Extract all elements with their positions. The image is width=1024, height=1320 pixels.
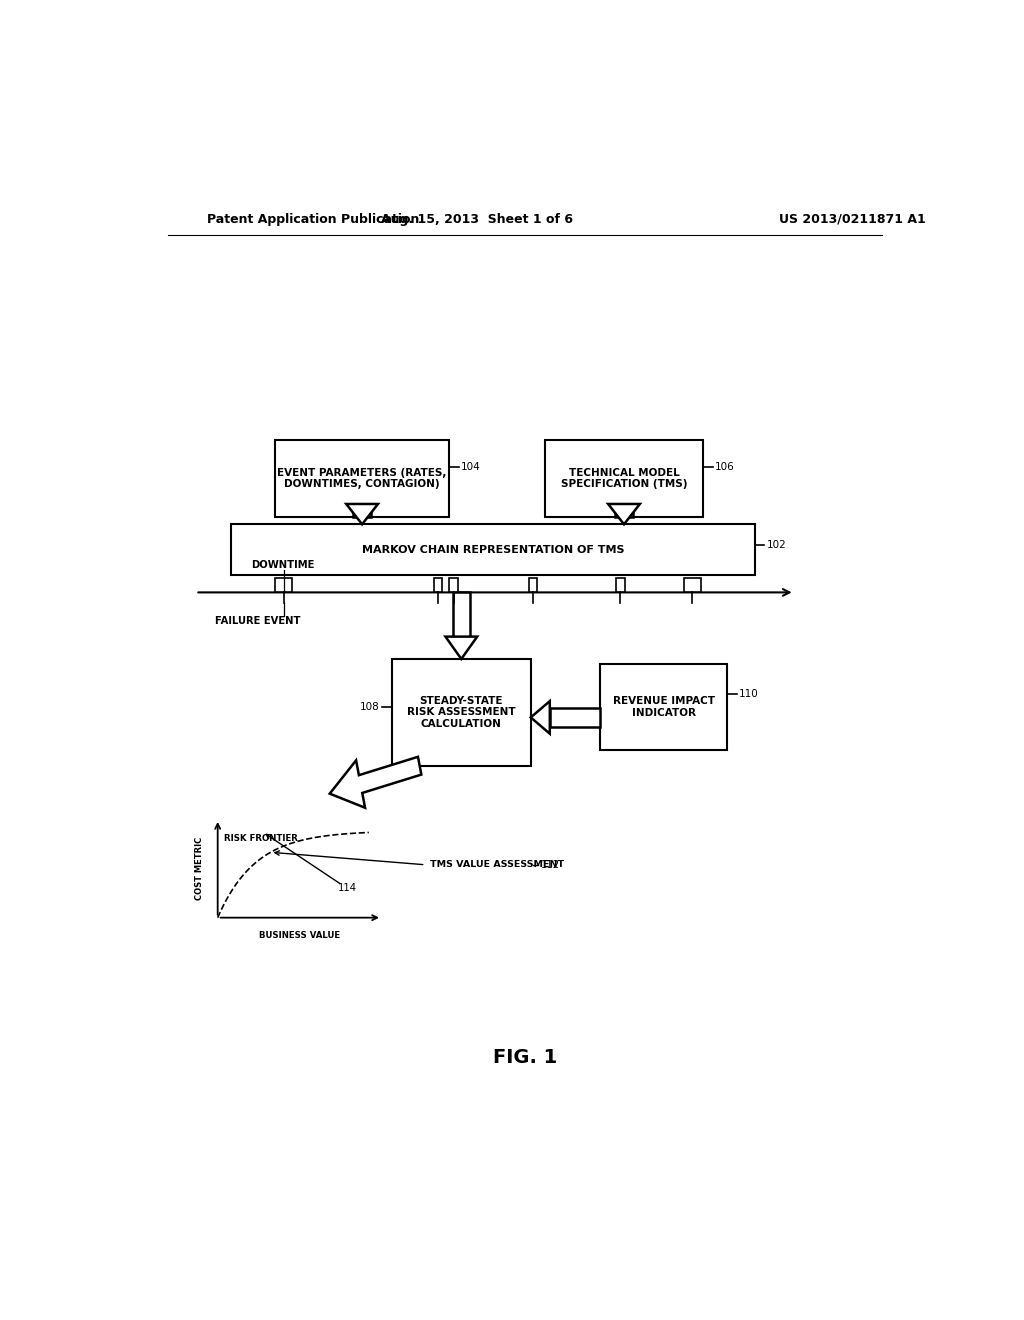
Text: 102: 102 [767,540,786,549]
FancyBboxPatch shape [231,524,755,576]
Text: 104: 104 [462,462,481,473]
Text: 106: 106 [716,462,735,473]
Polygon shape [330,756,421,808]
Text: STEADY-STATE
RISK ASSESSMENT
CALCULATION: STEADY-STATE RISK ASSESSMENT CALCULATION [407,696,516,729]
Polygon shape [346,504,378,524]
Text: Aug. 15, 2013  Sheet 1 of 6: Aug. 15, 2013 Sheet 1 of 6 [381,213,573,226]
Text: REVENUE IMPACT
INDICATOR: REVENUE IMPACT INDICATOR [612,697,715,718]
Text: 114: 114 [338,883,357,894]
Text: DOWNTIME: DOWNTIME [251,560,314,570]
Bar [274,578,292,593]
FancyBboxPatch shape [550,709,600,726]
FancyBboxPatch shape [392,659,530,766]
Bar [684,578,701,593]
FancyBboxPatch shape [353,504,371,516]
Text: 108: 108 [360,702,380,711]
Polygon shape [608,504,640,524]
Text: RISK FRONTIER: RISK FRONTIER [224,834,298,843]
Text: TECHNICAL MODEL
SPECIFICATION (TMS): TECHNICAL MODEL SPECIFICATION (TMS) [561,467,687,490]
Text: COST METRIC: COST METRIC [195,837,204,900]
Bar [616,578,625,593]
FancyBboxPatch shape [545,441,703,516]
FancyBboxPatch shape [453,593,470,636]
FancyBboxPatch shape [600,664,727,751]
FancyBboxPatch shape [615,504,633,516]
Text: BUSINESS VALUE: BUSINESS VALUE [259,931,340,940]
Polygon shape [445,636,477,659]
Text: 110: 110 [739,689,759,700]
Text: 112: 112 [541,859,560,870]
Text: TMS VALUE ASSESSMENT: TMS VALUE ASSESSMENT [430,861,563,870]
Text: FIG. 1: FIG. 1 [493,1048,557,1068]
Polygon shape [530,701,550,734]
Bar [450,578,458,593]
Text: FAILURE EVENT: FAILURE EVENT [215,615,301,626]
FancyBboxPatch shape [274,441,450,516]
Text: Patent Application Publication: Patent Application Publication [207,213,420,226]
Text: US 2013/0211871 A1: US 2013/0211871 A1 [778,213,926,226]
Text: MARKOV CHAIN REPRESENTATION OF TMS: MARKOV CHAIN REPRESENTATION OF TMS [361,545,625,554]
Bar [528,578,538,593]
Bar [433,578,442,593]
Text: EVENT PARAMETERS (RATES,
DOWNTIMES, CONTAGION): EVENT PARAMETERS (RATES, DOWNTIMES, CONT… [278,467,446,490]
